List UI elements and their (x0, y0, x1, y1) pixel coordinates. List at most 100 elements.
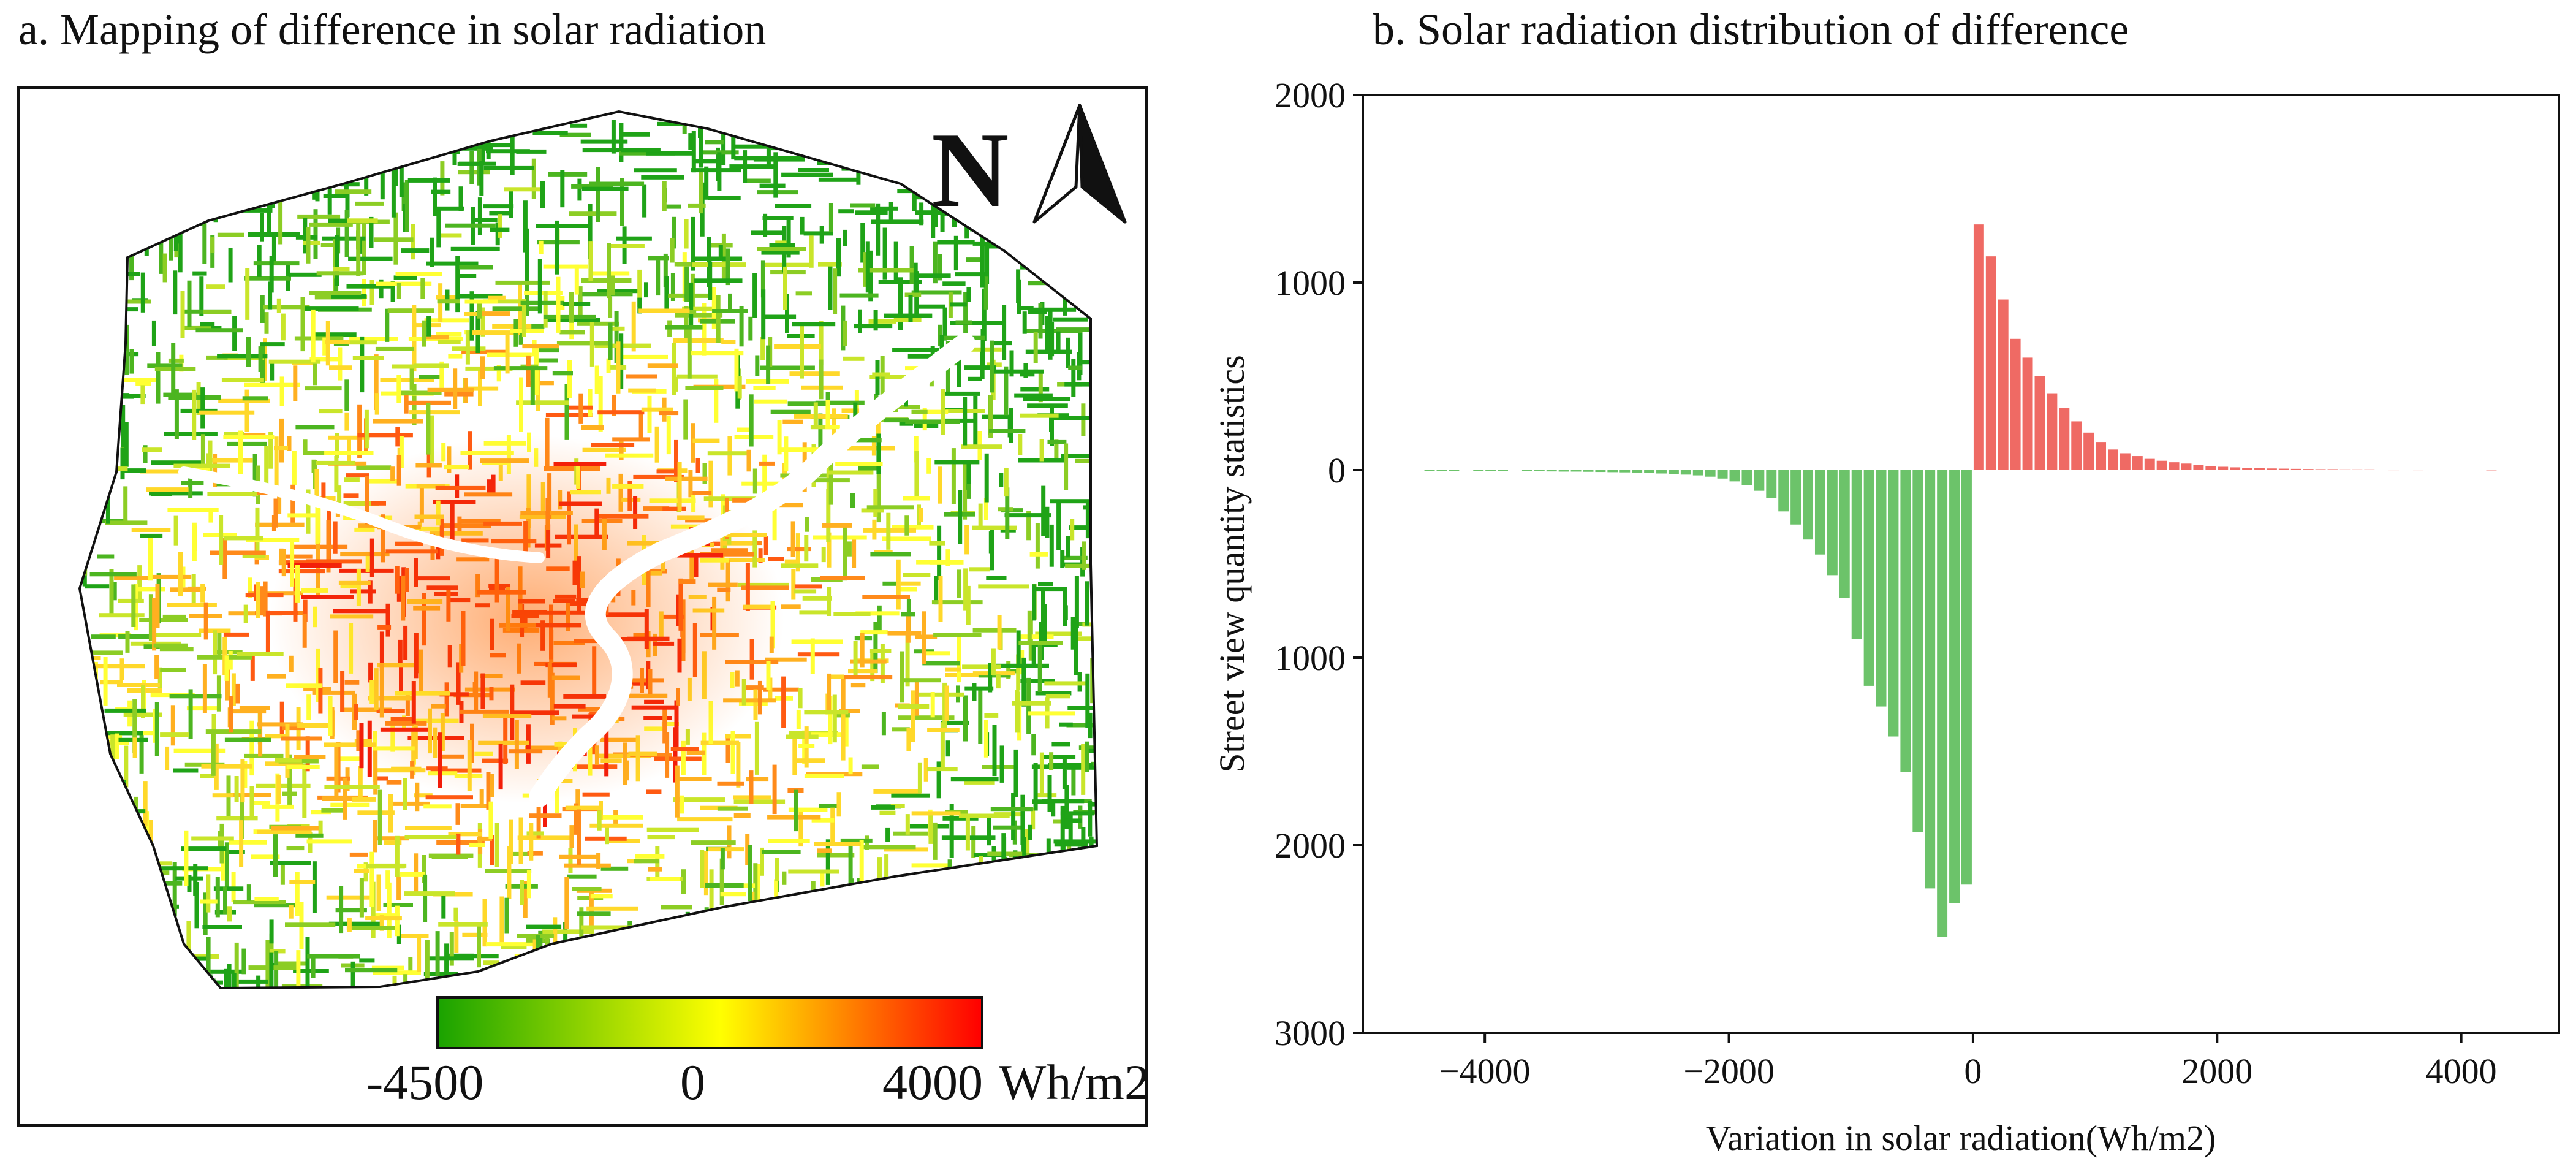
street-point (853, 641, 858, 675)
street-point (387, 308, 434, 313)
street-point (392, 975, 397, 988)
street-point (641, 175, 684, 180)
street-point (178, 552, 183, 596)
street-point (847, 541, 852, 557)
street-point (401, 248, 430, 253)
street-point (1016, 630, 1021, 665)
street-point (881, 712, 886, 736)
street-point (255, 522, 305, 527)
street-point (1041, 755, 1076, 759)
street-point (246, 538, 300, 542)
y-tick-label: 2000 (1275, 75, 1346, 115)
street-point (933, 241, 938, 284)
street-point (490, 227, 510, 232)
street-point (257, 829, 312, 834)
street-point (335, 189, 372, 194)
street-point (813, 535, 867, 540)
street-point (882, 227, 887, 280)
street-point (896, 587, 917, 592)
street-point (886, 512, 891, 550)
street-point (1056, 327, 1092, 332)
street-point (356, 465, 392, 470)
street-point (423, 874, 428, 922)
street-point (188, 689, 193, 739)
street-point (539, 348, 559, 353)
street-point (676, 374, 718, 379)
street-point (760, 337, 765, 360)
street-point (495, 280, 550, 285)
street-point (818, 413, 823, 466)
street-point (911, 409, 928, 414)
street-point (345, 191, 350, 218)
street-point (911, 690, 915, 742)
street-point (870, 206, 898, 211)
street-point (405, 826, 452, 830)
street-point (543, 264, 588, 269)
street-point (1085, 502, 1090, 539)
street-point (615, 354, 668, 359)
histogram-bar (1546, 470, 1557, 472)
street-point (957, 637, 961, 683)
street-point (1035, 631, 1082, 636)
street-point (787, 401, 828, 406)
street-point (203, 602, 208, 640)
colorbar-unit-label: Wh/m2 (999, 1054, 1150, 1110)
street-point (1071, 769, 1076, 796)
street-point (870, 552, 911, 557)
street-point (420, 278, 425, 299)
street-point (423, 972, 458, 976)
street-point (878, 280, 922, 284)
street-point (578, 393, 583, 424)
street-point (369, 851, 374, 907)
street-point (271, 826, 319, 831)
street-point (844, 675, 893, 680)
street-point (465, 330, 470, 365)
street-point (757, 247, 806, 251)
street-point (425, 940, 430, 988)
street-point (254, 903, 298, 908)
street-point (1038, 303, 1043, 339)
street-point (311, 810, 331, 815)
street-point (586, 906, 638, 911)
street-point (919, 304, 945, 309)
street-point (958, 813, 1010, 818)
street-point (749, 394, 754, 447)
street-point (217, 633, 222, 658)
street-point (891, 793, 930, 798)
street-point (590, 894, 613, 899)
street-point (186, 921, 191, 951)
histogram-bar (2266, 468, 2277, 470)
street-point (673, 338, 724, 343)
histogram-bar (2327, 469, 2338, 470)
street-point (927, 728, 960, 732)
histogram-bar (1863, 470, 1874, 686)
street-point (536, 224, 589, 228)
street-point (555, 220, 559, 275)
street-point (670, 273, 675, 301)
street-point (848, 842, 853, 890)
street-point (661, 905, 692, 910)
street-point (919, 508, 923, 522)
street-point (689, 282, 694, 327)
street-point (400, 872, 425, 877)
street-point (186, 706, 218, 711)
street-point (1018, 641, 1063, 645)
street-point (687, 325, 692, 379)
street-point (962, 664, 1001, 669)
street-point (213, 630, 218, 675)
street-point (646, 151, 694, 156)
street-point (835, 462, 883, 466)
street-point (1060, 805, 1065, 857)
street-point (80, 650, 123, 655)
street-point (599, 801, 603, 820)
street-point (216, 816, 258, 821)
street-point (914, 679, 919, 716)
street-point (192, 271, 207, 276)
street-point (1078, 327, 1083, 375)
street-point (140, 272, 145, 313)
street-point (612, 437, 650, 442)
street-point (1078, 360, 1097, 365)
colorbar-mid-label: 0 (680, 1054, 705, 1110)
street-point (911, 290, 962, 295)
street-point (692, 438, 720, 443)
